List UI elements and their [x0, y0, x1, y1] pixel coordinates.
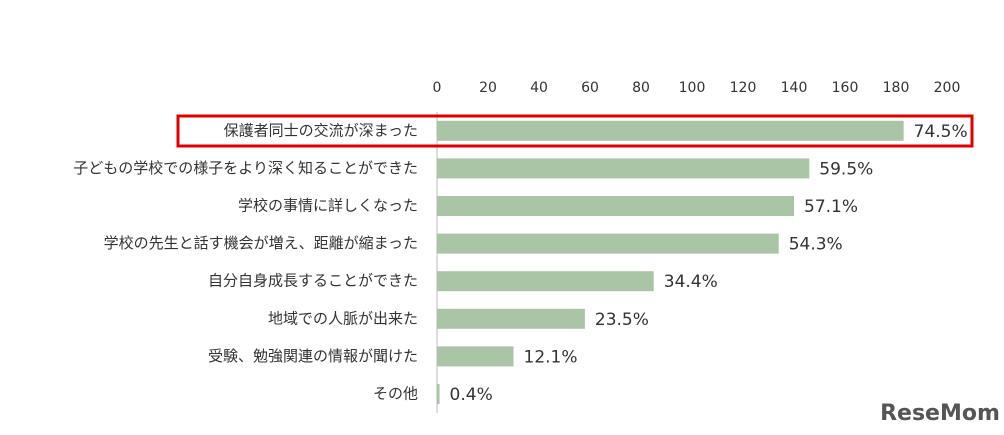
bar — [437, 196, 794, 216]
bar — [437, 120, 904, 141]
x-tick-label: 140 — [781, 80, 808, 96]
x-tick-label: 0 — [433, 80, 442, 96]
x-tick-label: 20 — [479, 80, 497, 96]
x-tick-label: 200 — [934, 80, 961, 96]
category-label: 学校の先生と話す機会が増え、距離が縮まった — [104, 234, 418, 252]
bar — [437, 308, 585, 329]
category-label: 学校の事情に詳しくなった — [238, 197, 418, 215]
x-tick-label: 60 — [581, 80, 599, 96]
bar — [437, 271, 654, 292]
category-label: 自分自身成長することができた — [208, 272, 418, 290]
category-label: 地域での人脈が出来た — [268, 309, 418, 327]
x-tick-label: 40 — [530, 80, 548, 96]
value-label: 59.5% — [819, 159, 873, 179]
category-label: 保護者同士の交流が深まった — [224, 121, 418, 139]
bar — [437, 346, 514, 367]
category-label: その他 — [373, 385, 418, 403]
value-label: 57.1% — [804, 197, 858, 217]
x-tick-label: 80 — [632, 80, 650, 96]
bar — [437, 233, 779, 254]
value-label: 74.5% — [914, 122, 968, 142]
x-tick-label: 100 — [679, 80, 706, 96]
value-label: 54.3% — [789, 235, 843, 255]
x-tick-label: 160 — [832, 80, 859, 96]
x-tick-label: 120 — [730, 80, 757, 96]
x-tick-label: 180 — [883, 80, 910, 96]
category-label: 受験、勉強関連の情報が聞けた — [208, 347, 418, 365]
bar — [437, 384, 440, 404]
value-label: 0.4% — [450, 385, 493, 405]
value-label: 23.5% — [595, 310, 649, 330]
category-label: 子どもの学校での様子をより深く知ることができた — [73, 159, 418, 177]
bar — [437, 158, 810, 179]
value-label: 34.4% — [664, 272, 718, 292]
highlight-box — [176, 114, 974, 148]
watermark: ReseMom — [880, 401, 1000, 426]
value-label: 12.1% — [524, 347, 578, 367]
